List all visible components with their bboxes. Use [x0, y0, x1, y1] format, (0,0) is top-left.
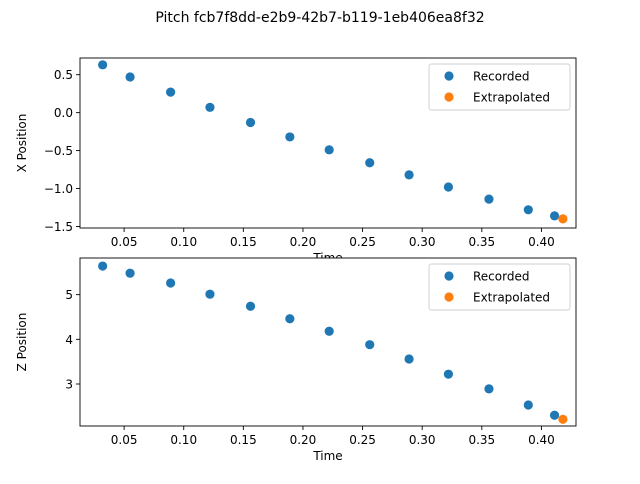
x-position-y-tick-label: −1.5 — [44, 220, 73, 234]
z-position-axes-frame — [79, 257, 577, 427]
x-position-recorded-point — [205, 102, 215, 112]
z-position-recorded-point — [365, 340, 375, 350]
z-position-x-tick-label: 0.40 — [528, 433, 555, 447]
top-subplot: 0.05 0.10 0.15 0.20 0.25 0.30 0.35 0.40 0.5 0.0 −0… — [15, 57, 577, 265]
z-position-x-tick-label: 0.25 — [349, 433, 376, 447]
x-position-recorded-point — [549, 211, 560, 221]
x-position-x-tick-label: 0.30 — [409, 235, 436, 249]
bottom-subplot: 0.05 0.10 0.15 0.20 0.25 0.30 0.35 0.40 5 4 3 Time Z… — [15, 257, 577, 463]
x-position-legend-label-recorded: Recorded — [473, 70, 529, 84]
x-position-recorded-point — [523, 205, 533, 215]
z-position-x-tick-label: 0.35 — [468, 433, 495, 447]
z-position-recorded-point — [549, 410, 560, 420]
x-position-recorded-point — [125, 72, 135, 82]
x-position-x-tick-label: 0.25 — [349, 235, 376, 249]
z-position-legend-label-recorded: Recorded — [473, 270, 529, 284]
x-position-recorded-point — [245, 117, 256, 128]
x-position-recorded-point — [484, 194, 494, 204]
z-position-recorded-point — [324, 326, 334, 336]
z-position-recorded-point — [166, 278, 176, 288]
x-position-extrapolated-point — [558, 214, 568, 224]
z-position-recorded-point — [98, 261, 108, 271]
x-position-y-tick-label: −1.0 — [44, 182, 73, 196]
z-position-legend-label-extrapolated: Extrapolated — [473, 291, 550, 305]
x-position-x-tick-label: 0.20 — [290, 235, 317, 249]
x-position-y-axis-label: X Position — [15, 114, 29, 173]
z-position-legend-box — [428, 263, 571, 311]
z-position-x-tick-label: 0.10 — [170, 433, 197, 447]
z-position-legend: Recorded Extrapolated — [428, 263, 571, 311]
x-position-y-tick-label: 0.5 — [54, 68, 73, 82]
x-position-axes-frame — [79, 57, 577, 229]
z-position-recorded-point — [205, 289, 215, 299]
z-position-series-recorded — [98, 261, 560, 420]
x-position-legend-label-extrapolated: Extrapolated — [473, 91, 550, 105]
z-position-recorded-point — [125, 268, 135, 278]
x-position-x-tick-label: 0.15 — [230, 235, 257, 249]
x-position-legend-marker-recorded — [444, 71, 454, 81]
z-position-legend-marker-extrapolated — [444, 292, 454, 302]
z-position-recorded-point — [443, 369, 454, 379]
z-position-y-tick-label: 5 — [65, 288, 73, 302]
z-position-y-axis-label: Z Position — [15, 313, 29, 372]
x-position-recorded-point — [166, 87, 176, 97]
x-position-recorded-point — [365, 158, 375, 168]
figure-title: Pitch fcb7f8dd-e2b9-42b7-b119-1eb406ea8f… — [155, 10, 484, 26]
z-position-series-extrapolated — [558, 414, 568, 424]
x-position-series-recorded — [98, 60, 560, 221]
x-position-recorded-point — [98, 60, 108, 70]
z-position-y-tick-label: 3 — [65, 378, 73, 392]
x-position-series-extrapolated — [558, 214, 568, 224]
z-position-y-tick-label: 4 — [65, 333, 73, 347]
z-position-recorded-point — [484, 384, 494, 394]
z-position-x-tick-label: 0.30 — [409, 433, 436, 447]
x-position-y-tick-label: 0.0 — [54, 106, 73, 120]
z-position-recorded-point — [285, 314, 295, 324]
x-position-x-tick-label: 0.40 — [528, 235, 555, 249]
x-position-legend-marker-extrapolated — [444, 92, 454, 102]
x-position-x-tick-label: 0.10 — [170, 235, 197, 249]
z-position-legend-marker-recorded — [444, 271, 454, 281]
z-position-recorded-point — [245, 301, 256, 311]
x-position-legend: Recorded Extrapolated — [428, 63, 571, 111]
x-position-x-tick-label: 0.05 — [111, 235, 138, 249]
z-position-x-axis-label: Time — [312, 449, 342, 463]
x-position-x-tick-label: 0.35 — [468, 235, 495, 249]
x-position-y-tick-label: −0.5 — [44, 144, 73, 158]
overlap-mask — [80, 258, 576, 264]
z-position-x-tick-label: 0.05 — [111, 433, 138, 447]
z-position-extrapolated-point — [558, 414, 568, 424]
x-position-recorded-point — [285, 132, 295, 142]
z-position-x-tick-label: 0.20 — [290, 433, 317, 447]
x-position-legend-box — [428, 63, 571, 111]
x-position-recorded-point — [404, 170, 414, 180]
z-position-recorded-point — [404, 354, 414, 364]
x-position-recorded-point — [443, 182, 454, 192]
x-position-recorded-point — [324, 145, 334, 155]
z-position-x-tick-label: 0.15 — [230, 433, 257, 447]
z-position-recorded-point — [523, 400, 533, 410]
